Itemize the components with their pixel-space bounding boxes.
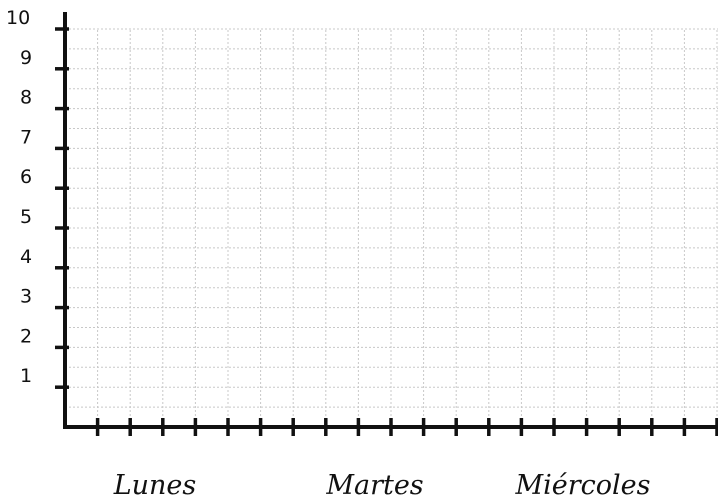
y-tick-label: 5: [20, 206, 32, 228]
y-tick-label: 4: [20, 246, 32, 268]
y-tick-label: 10: [6, 7, 30, 29]
x-axis-category-labels: Lunes Martes Miércoles: [113, 470, 651, 501]
y-tick-label: 2: [20, 325, 32, 347]
y-tick-label: 6: [20, 166, 32, 188]
y-tick-label: 3: [20, 286, 32, 308]
y-tick-label: 8: [20, 87, 32, 109]
y-tick-label: 1: [20, 365, 32, 387]
y-tick-label: 7: [20, 126, 32, 148]
x-axis-ticks: [95, 418, 718, 436]
x-category-label: Lunes: [113, 470, 197, 501]
y-axis-tick-labels: 1 2 3 4 5 6 7 8 9 10: [6, 7, 32, 387]
x-category-label: Martes: [325, 470, 423, 501]
y-tick-label: 9: [20, 47, 32, 69]
y-axis-ticks: [55, 27, 69, 389]
grid: [65, 28, 718, 427]
x-category-label: Miércoles: [514, 470, 650, 501]
